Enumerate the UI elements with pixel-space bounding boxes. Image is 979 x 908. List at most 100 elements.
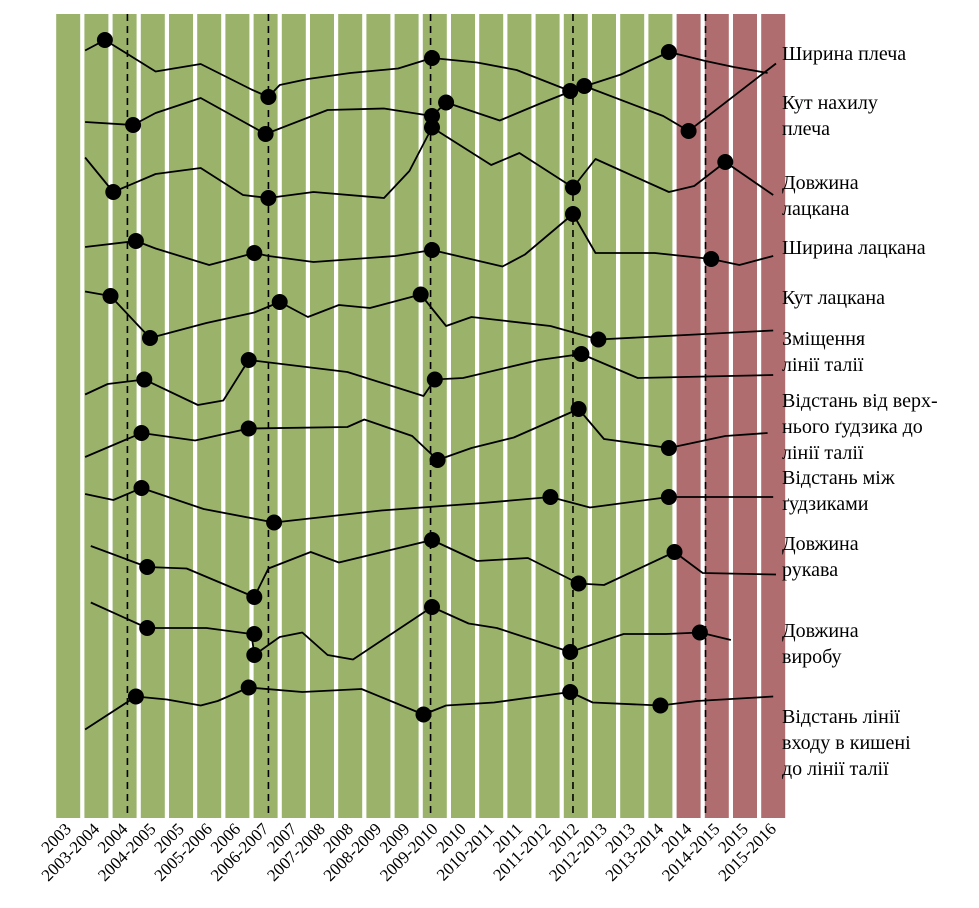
peak-marker xyxy=(240,679,257,696)
peak-marker xyxy=(660,44,677,60)
peak-marker xyxy=(139,620,156,636)
peak-marker xyxy=(260,89,277,105)
peak-marker xyxy=(139,559,156,575)
peak-marker xyxy=(438,94,455,111)
peak-marker xyxy=(246,647,263,663)
series-labels: Ширина плеча Кут нахилу плеча Довжина лацкан… xyxy=(782,43,938,780)
peak-marker xyxy=(127,688,144,705)
series-label: Довжина рукава xyxy=(782,533,859,581)
history-band xyxy=(648,14,673,818)
peak-marker xyxy=(246,245,263,261)
peak-marker xyxy=(660,489,677,505)
peak-marker xyxy=(125,117,142,133)
history-band xyxy=(366,14,391,818)
peak-marker xyxy=(133,480,150,496)
peak-marker xyxy=(717,154,734,170)
peak-marker xyxy=(96,32,113,48)
series-label: Ширина лацкана xyxy=(782,237,926,259)
peak-marker xyxy=(412,286,429,303)
peak-marker xyxy=(240,352,257,368)
peak-marker xyxy=(257,126,274,142)
peak-marker xyxy=(680,123,697,139)
peak-marker xyxy=(565,179,581,196)
series-group xyxy=(84,119,774,206)
series-label: Кут нахилу плеча xyxy=(782,92,878,140)
peak-marker xyxy=(570,401,587,417)
peak-marker xyxy=(652,697,669,714)
peak-marker xyxy=(565,206,581,222)
series-label: Кут лацкана xyxy=(782,287,885,309)
history-band xyxy=(338,14,363,818)
peak-marker xyxy=(703,251,720,267)
peak-marker xyxy=(542,489,559,505)
forecast-band xyxy=(704,14,729,818)
series-label: Відстань від верх-нього ґудзика до лінії … xyxy=(782,390,938,464)
peak-marker xyxy=(424,532,440,548)
peak-marker xyxy=(576,78,593,94)
peak-marker xyxy=(127,233,144,249)
forecast-band xyxy=(733,14,757,818)
series-label: Відстань між ґудзиками xyxy=(782,467,895,515)
x-tick-labels: 20032003-200420042004-200520052005-20062… xyxy=(38,819,780,885)
peak-marker xyxy=(424,599,440,615)
peak-marker xyxy=(562,644,579,660)
cycle-boundaries xyxy=(126,14,707,818)
history-band xyxy=(56,14,81,818)
history-band xyxy=(507,14,532,818)
series-group xyxy=(84,679,774,731)
series-label: Ширина плеча xyxy=(782,43,906,65)
peak-marker xyxy=(424,119,440,136)
peak-marker xyxy=(266,514,283,531)
peak-marker xyxy=(660,440,677,456)
history-band xyxy=(140,14,165,818)
series-line xyxy=(84,487,774,524)
peak-marker xyxy=(133,425,150,441)
history-band xyxy=(310,14,334,818)
history-band xyxy=(592,14,616,818)
series-group xyxy=(84,480,774,531)
forecast-band xyxy=(676,14,701,818)
peak-marker xyxy=(429,452,446,468)
series-group xyxy=(84,206,774,268)
history-band xyxy=(451,14,475,818)
series-line xyxy=(84,686,774,731)
background-bands xyxy=(52,14,790,818)
forecast-band xyxy=(761,14,786,818)
series-group xyxy=(84,286,774,348)
series-group xyxy=(90,599,732,663)
series-label: Зміщення лінії талії xyxy=(782,328,865,376)
history-band xyxy=(422,14,447,818)
history-band xyxy=(197,14,222,818)
peak-marker xyxy=(570,575,587,592)
series-lines xyxy=(84,32,777,731)
series-label: Довжина лацкана xyxy=(782,172,859,220)
peak-marker xyxy=(271,294,288,310)
peak-marker xyxy=(590,331,607,348)
peak-marker xyxy=(424,50,440,66)
peak-marker xyxy=(136,371,153,388)
series-line xyxy=(84,126,774,199)
series-group xyxy=(90,532,777,605)
history-band xyxy=(225,14,250,818)
peak-marker xyxy=(240,420,257,437)
peak-marker xyxy=(424,108,440,124)
peak-marker xyxy=(666,544,683,560)
peak-marker xyxy=(415,706,432,723)
history-band xyxy=(281,14,306,818)
history-band xyxy=(394,14,419,818)
history-band xyxy=(112,14,137,818)
series-label: Відстань лінії входу в кишені до лінії тал… xyxy=(782,706,911,780)
peak-marker xyxy=(142,330,158,346)
series-group xyxy=(84,32,768,105)
history-band xyxy=(479,14,504,818)
history-band xyxy=(84,14,109,818)
peak-marker xyxy=(424,242,440,258)
history-band xyxy=(253,14,278,818)
series-group xyxy=(85,62,777,142)
peak-marker xyxy=(562,684,579,700)
peak-marker xyxy=(260,190,277,206)
peak-marker xyxy=(426,371,443,388)
series-label: Довжина виробу xyxy=(782,620,859,668)
peak-marker xyxy=(691,624,708,641)
peak-marker xyxy=(573,346,590,362)
